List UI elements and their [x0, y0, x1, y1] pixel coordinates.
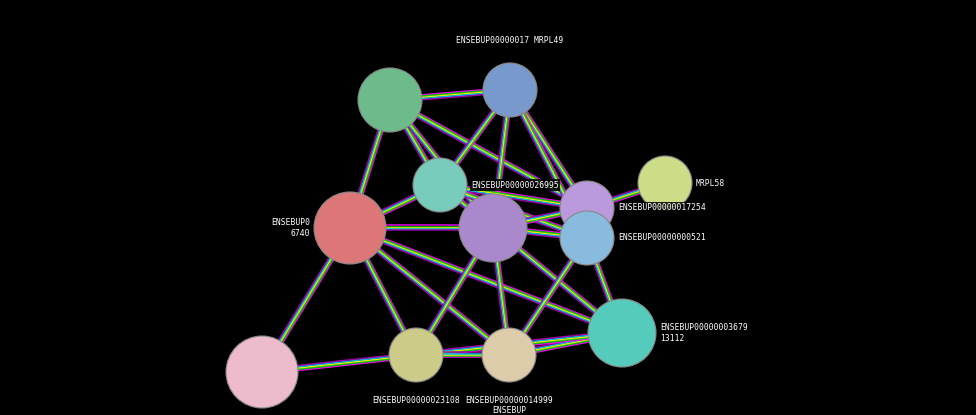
- Text: ENSEBUP00000014999
ENSEBUP: ENSEBUP00000014999 ENSEBUP: [466, 396, 552, 415]
- Text: ENSEBUP00000017 MRPL49: ENSEBUP00000017 MRPL49: [457, 36, 563, 45]
- Text: ENSEBUP00000000521: ENSEBUP00000000521: [618, 234, 706, 242]
- Text: ENSEBUP00000017254: ENSEBUP00000017254: [618, 203, 706, 212]
- Ellipse shape: [560, 211, 614, 265]
- Ellipse shape: [483, 63, 537, 117]
- Ellipse shape: [482, 328, 536, 382]
- Ellipse shape: [226, 336, 298, 408]
- Ellipse shape: [413, 158, 467, 212]
- Ellipse shape: [588, 299, 656, 367]
- Text: ENSEBUP00000003679
13112: ENSEBUP00000003679 13112: [660, 323, 748, 343]
- Ellipse shape: [560, 181, 614, 235]
- Text: ENSEBUP00000026995: ENSEBUP00000026995: [471, 181, 558, 190]
- Text: ENSEBUP00000023108: ENSEBUP00000023108: [372, 396, 460, 405]
- Ellipse shape: [459, 194, 527, 262]
- Text: MRPL58: MRPL58: [696, 178, 725, 188]
- Text: ENSEBUP0
6740: ENSEBUP0 6740: [271, 218, 310, 238]
- Ellipse shape: [389, 328, 443, 382]
- Ellipse shape: [314, 192, 386, 264]
- Ellipse shape: [638, 156, 692, 210]
- Ellipse shape: [358, 68, 422, 132]
